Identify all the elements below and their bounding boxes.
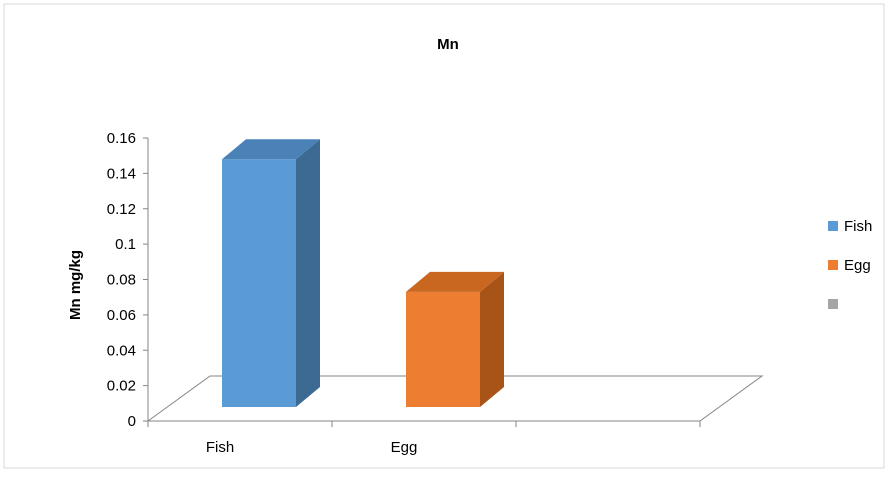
legend-label: Egg <box>844 257 871 274</box>
x-tick-label: Fish <box>206 439 234 456</box>
y-tick-label: 0.14 <box>107 165 136 182</box>
y-tick-label: 0.12 <box>107 201 136 218</box>
legend-swatch <box>828 221 838 231</box>
y-tick-label: 0.08 <box>107 272 136 289</box>
bar-front <box>406 291 480 407</box>
bar-egg <box>406 271 504 407</box>
x-tick-label: Egg <box>391 439 418 456</box>
y-tick-label: 0.02 <box>107 378 136 395</box>
y-tick-label: 0.06 <box>107 307 136 324</box>
bars <box>222 139 504 407</box>
y-axis-label: Mn mg/kg <box>67 250 84 320</box>
bar-fish <box>222 139 320 407</box>
y-tick-label: 0.04 <box>107 342 136 359</box>
bar-top <box>406 271 504 292</box>
y-tick-label: 0 <box>128 413 136 430</box>
bar-front <box>222 159 296 407</box>
bar-side <box>480 271 504 407</box>
legend-label: Fish <box>844 218 872 235</box>
legend: Fish Egg <box>828 218 872 309</box>
bar-top <box>222 139 320 160</box>
bar-side <box>296 139 320 407</box>
chart-title: Mn <box>437 36 459 53</box>
y-tick-label: 0.1 <box>115 236 136 253</box>
legend-swatch <box>828 260 838 270</box>
axes: 0.16 0.14 0.12 0.1 0.08 0.06 0.04 0.02 0 <box>107 130 149 430</box>
legend-swatch <box>828 299 838 309</box>
y-tick-label: 0.16 <box>107 130 136 147</box>
